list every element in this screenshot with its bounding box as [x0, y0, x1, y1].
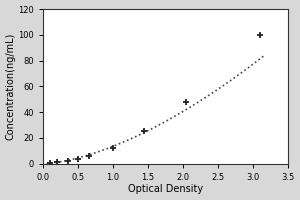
- Y-axis label: Concentration(ng/mL): Concentration(ng/mL): [6, 33, 16, 140]
- X-axis label: Optical Density: Optical Density: [128, 184, 203, 194]
